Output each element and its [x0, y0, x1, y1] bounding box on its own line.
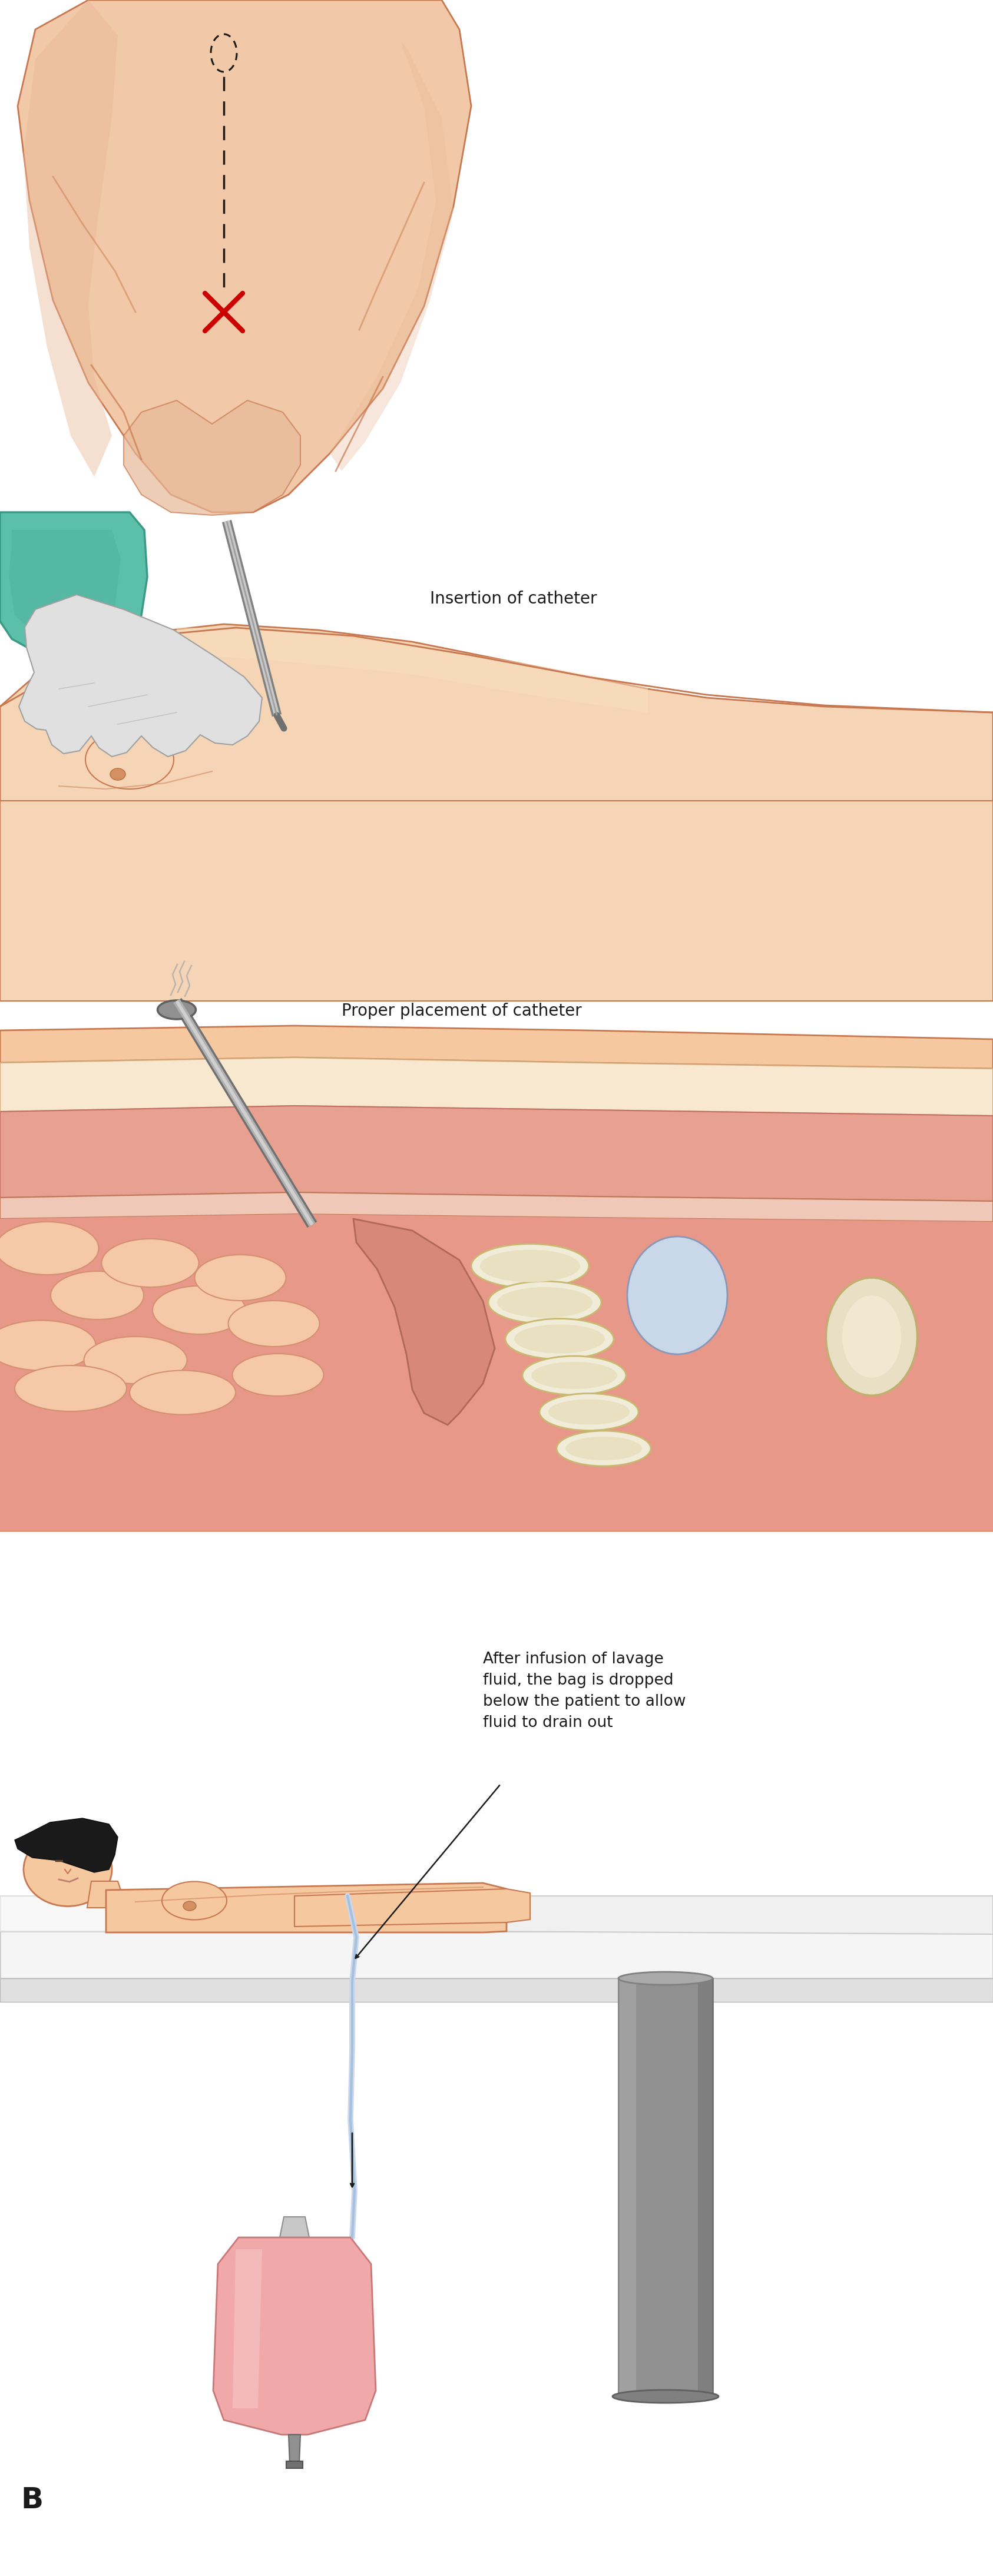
Ellipse shape	[489, 1280, 602, 1324]
Ellipse shape	[183, 1901, 197, 1911]
Ellipse shape	[480, 1249, 580, 1283]
Polygon shape	[0, 801, 993, 1002]
Ellipse shape	[195, 1255, 286, 1301]
Polygon shape	[0, 1978, 993, 2002]
Polygon shape	[0, 513, 147, 659]
Ellipse shape	[505, 1319, 614, 1360]
Ellipse shape	[162, 1880, 226, 1919]
Ellipse shape	[15, 1365, 127, 1412]
Polygon shape	[354, 1218, 495, 1425]
Ellipse shape	[24, 1832, 112, 1906]
Polygon shape	[289, 2434, 300, 2465]
Ellipse shape	[85, 729, 174, 788]
Ellipse shape	[548, 1399, 630, 1425]
Polygon shape	[15, 1819, 118, 1873]
Ellipse shape	[84, 1337, 187, 1383]
Text: After infusion of lavage
fluid, the bag is dropped
below the patient to allow
fl: After infusion of lavage fluid, the bag …	[483, 1651, 686, 1731]
Ellipse shape	[514, 1324, 605, 1352]
Polygon shape	[18, 0, 471, 513]
Polygon shape	[0, 1932, 993, 1978]
Ellipse shape	[0, 1221, 98, 1275]
Ellipse shape	[153, 1285, 245, 1334]
Ellipse shape	[556, 1430, 650, 1466]
Polygon shape	[0, 1193, 993, 1221]
Polygon shape	[24, 0, 118, 477]
Ellipse shape	[158, 999, 196, 1020]
Text: Insertion of catheter: Insertion of catheter	[430, 590, 597, 608]
Ellipse shape	[101, 1239, 199, 1288]
Ellipse shape	[51, 1270, 144, 1319]
Ellipse shape	[522, 1355, 626, 1394]
Polygon shape	[619, 1978, 713, 2396]
Polygon shape	[0, 1059, 993, 1115]
Polygon shape	[0, 1028, 993, 1530]
Ellipse shape	[110, 768, 125, 781]
Polygon shape	[471, 1896, 993, 1935]
Ellipse shape	[565, 1437, 642, 1461]
Bar	[286, 2460, 303, 2468]
Ellipse shape	[531, 1363, 618, 1388]
Polygon shape	[0, 1105, 993, 1200]
Ellipse shape	[471, 1244, 589, 1288]
Text: B: B	[21, 2486, 43, 2514]
Ellipse shape	[497, 1288, 593, 1319]
Ellipse shape	[613, 2391, 719, 2403]
Polygon shape	[87, 1880, 127, 1909]
Polygon shape	[619, 1978, 637, 2396]
Polygon shape	[213, 2239, 375, 2434]
Polygon shape	[0, 1025, 993, 1069]
Polygon shape	[330, 41, 454, 471]
Polygon shape	[124, 399, 300, 515]
Polygon shape	[295, 1888, 530, 1927]
Polygon shape	[698, 1978, 713, 2396]
Polygon shape	[232, 2249, 262, 2409]
Ellipse shape	[129, 1370, 235, 1414]
Ellipse shape	[0, 1321, 95, 1370]
Ellipse shape	[619, 1971, 713, 1986]
Ellipse shape	[539, 1394, 638, 1430]
Text: Proper placement of catheter: Proper placement of catheter	[342, 1002, 582, 1020]
Polygon shape	[0, 1213, 993, 1530]
Polygon shape	[9, 531, 121, 641]
Ellipse shape	[232, 1352, 324, 1396]
Ellipse shape	[628, 1236, 728, 1355]
Ellipse shape	[826, 1278, 918, 1396]
Polygon shape	[106, 1883, 506, 1932]
Polygon shape	[177, 626, 647, 714]
Polygon shape	[19, 595, 262, 757]
Polygon shape	[0, 623, 993, 806]
Ellipse shape	[228, 1301, 320, 1347]
Polygon shape	[280, 2218, 309, 2239]
Ellipse shape	[842, 1296, 901, 1378]
Polygon shape	[0, 1896, 201, 1932]
